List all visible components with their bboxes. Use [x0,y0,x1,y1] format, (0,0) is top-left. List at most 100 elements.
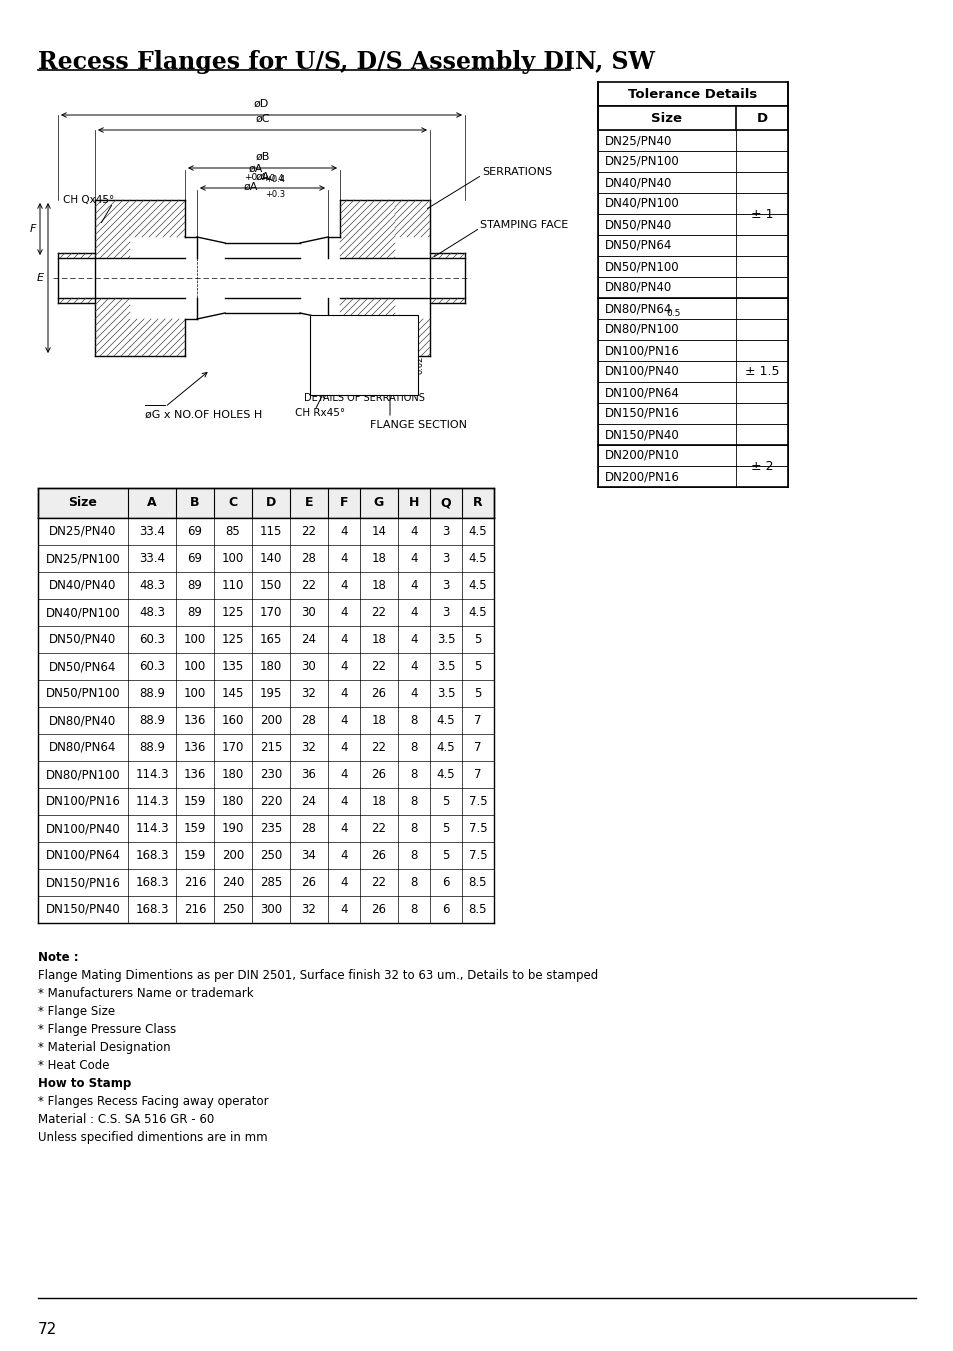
Text: Flange Mating Dimentions as per DIN 2501, Surface finish 32 to 63 um., Details t: Flange Mating Dimentions as per DIN 2501… [38,969,598,982]
Text: DN100/PN64: DN100/PN64 [604,386,679,399]
Text: 8.5: 8.5 [468,875,487,889]
Text: 4.5: 4.5 [436,713,455,727]
Text: * Material Designation: * Material Designation [38,1042,171,1054]
Text: DN150/PN40: DN150/PN40 [46,902,120,916]
Text: 3.5: 3.5 [436,661,455,673]
Text: 8: 8 [410,740,417,754]
Bar [598,319,787,340]
Text: 18: 18 [371,794,386,808]
Text: 8: 8 [410,902,417,916]
Bar [38,653,494,680]
Text: F: F [339,497,348,509]
Text: 18: 18 [371,553,386,565]
Text: DN40/PN100: DN40/PN100 [46,607,120,619]
Text: 33.4: 33.4 [139,553,165,565]
Text: +0.4: +0.4 [243,173,265,182]
Bar [38,869,494,896]
Text: SERRATIONS: SERRATIONS [481,168,552,177]
Text: E: E [37,273,44,282]
Text: 4: 4 [340,740,348,754]
Text: DN80/PN100: DN80/PN100 [46,767,120,781]
Text: øA: øA [243,182,257,192]
Text: 168.3: 168.3 [135,875,169,889]
Text: B: B [190,497,199,509]
Text: 4: 4 [340,661,348,673]
Text: 136: 136 [184,713,206,727]
Text: 34: 34 [301,848,316,862]
Text: 30: 30 [301,661,316,673]
Text: DN25/PN100: DN25/PN100 [46,553,120,565]
Text: 190: 190 [222,821,244,835]
Text: ± 1: ± 1 [750,208,773,220]
Bar [598,424,787,444]
Bar [598,235,787,255]
Bar [598,403,787,424]
Text: Note :: Note : [38,951,78,965]
Text: 88.9: 88.9 [139,740,165,754]
Text: 100: 100 [222,553,244,565]
Text: 6: 6 [442,875,449,889]
Text: 300: 300 [259,902,282,916]
Text: 4.5: 4.5 [468,580,487,592]
Text: 250: 250 [222,902,244,916]
Text: 250: 250 [259,848,282,862]
Text: 4.5: 4.5 [468,607,487,619]
Text: DN40/PN40: DN40/PN40 [50,580,116,592]
Text: DN80/PN64: DN80/PN64 [604,303,672,315]
Bar [598,105,787,130]
Text: 26: 26 [371,767,386,781]
Text: DN50/PN64: DN50/PN64 [604,239,672,253]
Text: 3: 3 [442,526,449,538]
Bar [598,299,787,319]
Text: DN150/PN16: DN150/PN16 [46,875,120,889]
Text: How to Stamp: How to Stamp [38,1077,132,1090]
Text: DN100/PN40: DN100/PN40 [46,821,120,835]
Text: 3: 3 [442,553,449,565]
Text: R1.6: R1.6 [317,381,338,389]
Text: 4.5: 4.5 [468,526,487,538]
Text: 36: 36 [301,767,316,781]
Text: 4: 4 [340,767,348,781]
Text: 4: 4 [340,713,348,727]
Text: 235: 235 [259,821,282,835]
Text: ± 1.5: ± 1.5 [744,365,779,378]
Text: * Flange Size: * Flange Size [38,1005,115,1019]
Text: +0.3: +0.3 [265,190,285,199]
Text: DN150/PN16: DN150/PN16 [604,407,679,420]
Text: 4: 4 [340,526,348,538]
Text: DN80/PN40: DN80/PN40 [50,713,116,727]
Text: 22: 22 [371,821,386,835]
Bar [598,361,787,382]
Text: 7: 7 [474,767,481,781]
Text: 18: 18 [371,580,386,592]
Bar [38,761,494,788]
Text: A: A [147,497,156,509]
Text: 89: 89 [188,580,202,592]
Bar [38,815,494,842]
Bar [310,315,417,394]
Text: 8: 8 [410,794,417,808]
Text: 180: 180 [222,767,244,781]
Text: 180: 180 [259,661,282,673]
Bar [598,382,787,403]
Text: 215: 215 [259,740,282,754]
Bar [38,626,494,653]
Text: øA: øA [255,172,270,182]
Text: Q: Q [440,497,451,509]
Bar [38,842,494,869]
Text: 7.5: 7.5 [468,821,487,835]
Text: DN80/PN40: DN80/PN40 [604,281,672,295]
Text: 5: 5 [442,848,449,862]
Text: 18: 18 [371,713,386,727]
Text: 4: 4 [410,661,417,673]
Text: 24: 24 [301,794,316,808]
Bar [38,734,494,761]
Text: 4: 4 [340,848,348,862]
Text: +0.4: +0.4 [262,174,284,182]
Text: 136: 136 [184,767,206,781]
Text: 125: 125 [222,607,244,619]
Text: FLANGE SECTION: FLANGE SECTION [370,420,467,430]
Text: 159: 159 [184,848,206,862]
Text: 4: 4 [410,526,417,538]
Text: 4: 4 [340,634,348,646]
